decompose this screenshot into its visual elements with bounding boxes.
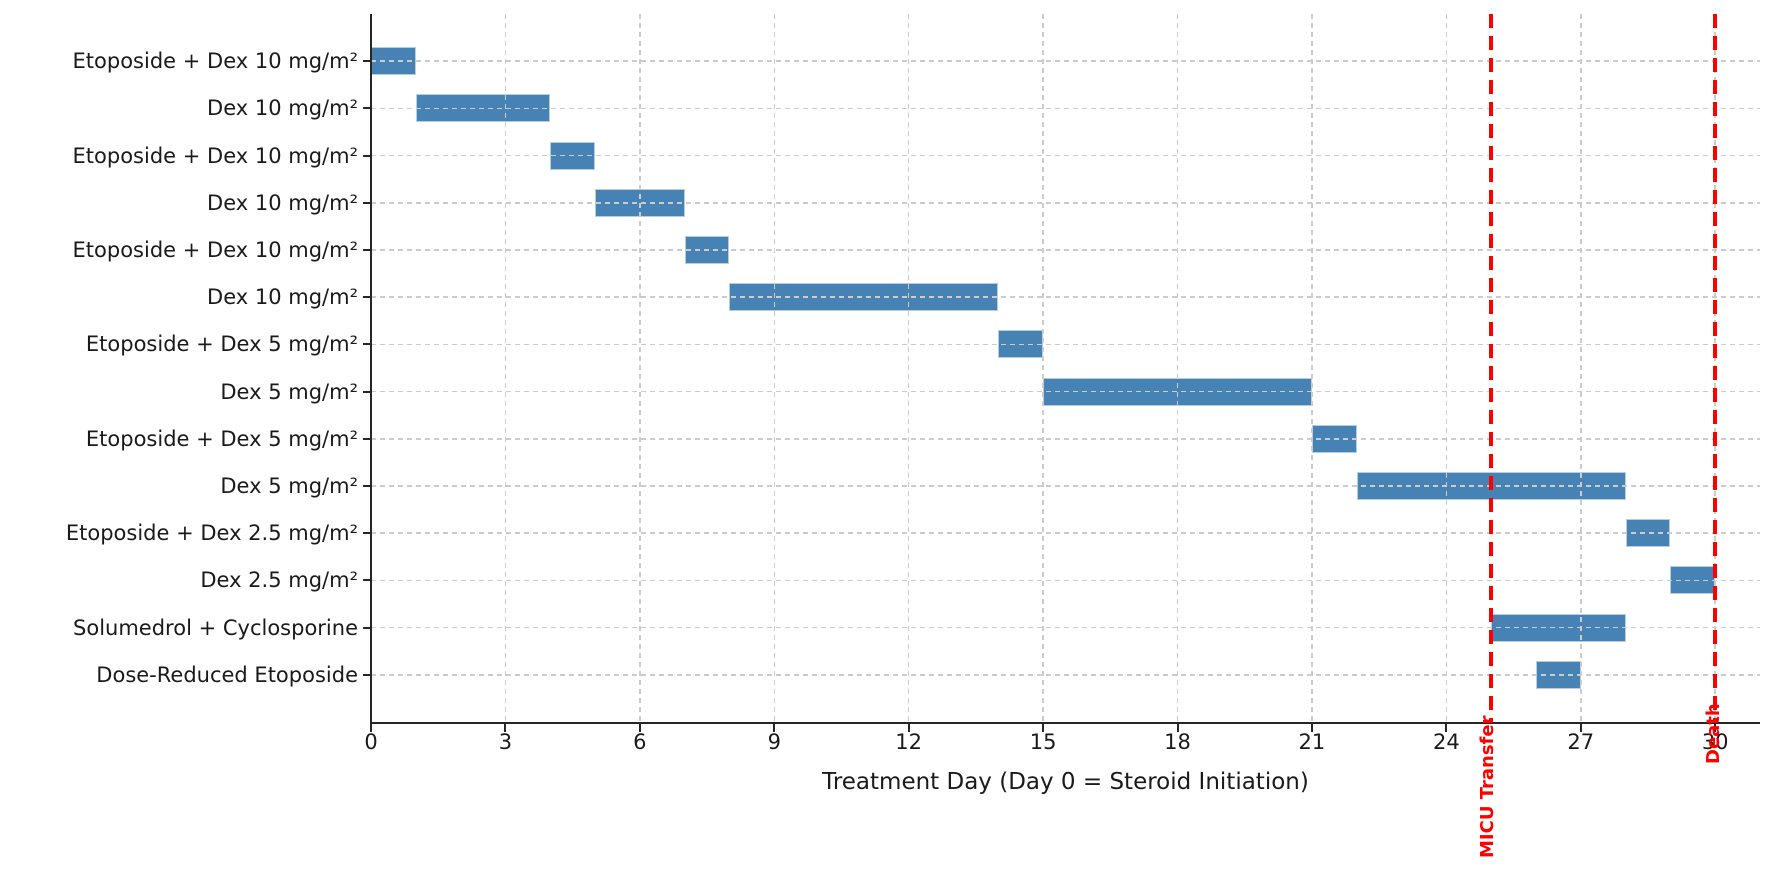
y-tick-label: Dex 10 mg/m² [207, 96, 358, 121]
x-gridline [773, 14, 775, 722]
x-tick-label: 0 [364, 730, 378, 754]
y-tick-label: Etoposide + Dex 10 mg/m² [72, 49, 358, 74]
x-tick-mark [1579, 724, 1582, 732]
x-tick-label: 9 [767, 730, 781, 754]
y-tick-mark [363, 390, 371, 393]
death-annotation: Death [1703, 703, 1725, 764]
y-tick-label: Dex 5 mg/m² [220, 474, 358, 498]
x-tick-mark [1714, 724, 1717, 732]
x-tick-label: 24 [1432, 730, 1460, 754]
y-tick-label: Etoposide + Dex 5 mg/m² [85, 332, 358, 357]
x-tick-label: 3 [498, 730, 513, 754]
y-gridline [371, 532, 1760, 534]
y-tick-label: Etoposide + Dex 10 mg/m² [72, 238, 358, 262]
x-gridline [1445, 14, 1448, 722]
x-tick-mark [638, 724, 641, 732]
plot-area [370, 14, 1760, 722]
x-tick-label: 15 [1029, 730, 1057, 754]
x-gridline [1176, 14, 1179, 722]
x-tick-mark [504, 724, 507, 732]
y-gridline [371, 107, 1760, 110]
y-tick-mark [363, 626, 371, 629]
x-gridline [504, 14, 507, 722]
y-gridline [371, 485, 1760, 487]
y-tick-mark [363, 579, 371, 582]
y-tick-mark [363, 485, 371, 487]
y-tick-label: Dose-Reduced Etoposide [96, 662, 358, 687]
y-tick-mark [363, 154, 371, 157]
y-tick-mark [363, 532, 371, 535]
y-gridline [371, 343, 1760, 346]
y-gridline [371, 438, 1760, 440]
y-tick-label: Dex 10 mg/m² [207, 285, 358, 310]
y-tick-label: Etoposide + Dex 2.5 mg/m² [65, 521, 358, 546]
x-tick-mark [907, 724, 910, 732]
y-tick-mark [363, 201, 371, 204]
y-gridline [371, 579, 1760, 582]
y-gridline [371, 390, 1760, 393]
x-tick-mark [1042, 724, 1045, 732]
x-gridline [1311, 14, 1313, 722]
y-gridline [371, 249, 1760, 251]
y-tick-label: Solumedrol + Cyclosporine [73, 615, 358, 640]
x-gridline [1042, 14, 1044, 722]
event-line [1489, 14, 1493, 722]
y-tick-mark [363, 343, 371, 346]
x-axis-spine [370, 722, 1760, 725]
y-gridline [371, 296, 1760, 298]
y-tick-mark [363, 60, 371, 63]
y-tick-mark [363, 107, 371, 110]
y-axis-spine [370, 14, 373, 724]
x-tick-label: 12 [895, 730, 923, 754]
y-gridline [371, 60, 1760, 62]
x-tick-mark [1445, 724, 1448, 732]
x-tick-mark [773, 724, 776, 732]
y-tick-mark [363, 249, 371, 251]
x-axis-label: Treatment Day (Day 0 = Steroid Initiatio… [822, 769, 1309, 795]
x-tick-mark [370, 724, 372, 732]
y-gridline [371, 626, 1760, 629]
micu-transfer-annotation: MICU Transfer [1477, 715, 1499, 858]
y-tick-label: Etoposide + Dex 5 mg/m² [85, 426, 358, 451]
x-tick-mark [1176, 724, 1179, 732]
y-gridline [371, 674, 1760, 676]
y-tick-label: Dex 10 mg/m² [207, 190, 358, 215]
x-gridline [907, 14, 910, 722]
x-tick-mark [1310, 724, 1313, 732]
x-tick-label: 27 [1567, 730, 1595, 754]
event-line [1713, 14, 1717, 722]
x-tick-label: 30 [1701, 730, 1729, 754]
y-tick-mark [363, 296, 371, 299]
x-gridline [1580, 14, 1582, 722]
x-tick-label: 18 [1164, 730, 1191, 754]
y-tick-label: Etoposide + Dex 10 mg/m² [72, 143, 358, 168]
x-tick-label: 21 [1298, 730, 1326, 754]
y-tick-mark [363, 673, 371, 676]
x-gridline [639, 14, 641, 722]
y-tick-label: Dex 5 mg/m² [220, 379, 358, 404]
y-gridline [371, 154, 1760, 157]
x-tick-label: 6 [633, 730, 647, 754]
y-gridline [371, 202, 1760, 204]
y-tick-label: Dex 2.5 mg/m² [200, 568, 358, 593]
y-tick-mark [363, 437, 371, 440]
